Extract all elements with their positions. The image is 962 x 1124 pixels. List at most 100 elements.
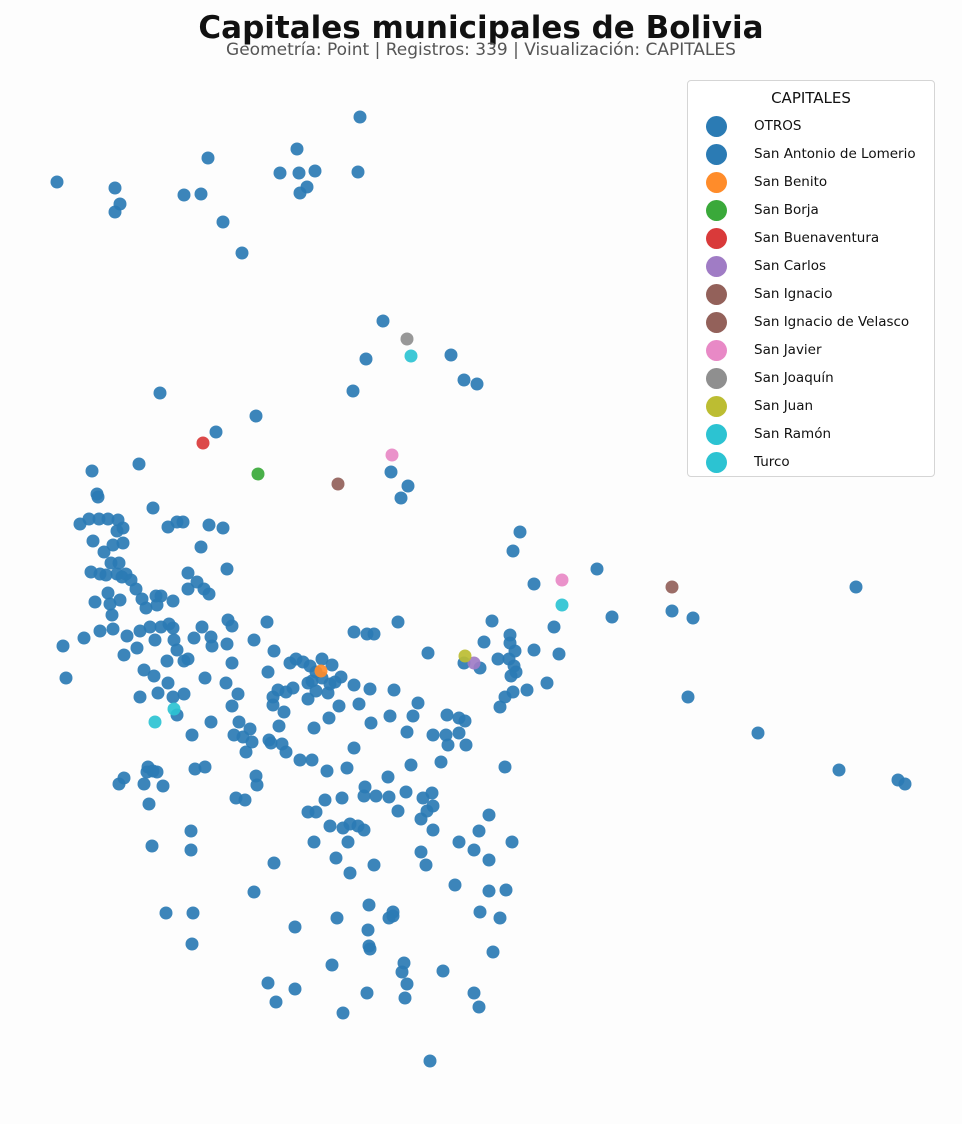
capital-point — [391, 804, 405, 818]
capital-point — [357, 789, 371, 803]
capital-point — [56, 639, 70, 653]
capital-point — [231, 687, 245, 701]
capital-point — [364, 716, 378, 730]
capital-point — [482, 884, 496, 898]
capital-point — [293, 753, 307, 767]
capital-point-highlight — [555, 598, 569, 612]
capital-point — [406, 709, 420, 723]
capital-point — [195, 620, 209, 634]
capital-point — [362, 898, 376, 912]
legend-marker-icon — [706, 115, 727, 137]
legend-item: San Javier — [706, 336, 822, 364]
capital-point — [267, 644, 281, 658]
capital-point — [205, 639, 219, 653]
capital-point — [202, 518, 216, 532]
capital-point — [120, 629, 134, 643]
capital-point — [369, 789, 383, 803]
capital-point — [849, 580, 863, 594]
capital-point — [391, 615, 405, 629]
capital-point — [360, 986, 374, 1000]
capital-point — [116, 536, 130, 550]
capital-point — [145, 839, 159, 853]
capital-point — [353, 110, 367, 124]
capital-point — [239, 745, 253, 759]
capital-point — [336, 1006, 350, 1020]
capital-point — [181, 566, 195, 580]
capital-point — [384, 465, 398, 479]
capital-point — [508, 644, 522, 658]
capital-point — [247, 633, 261, 647]
capital-point — [482, 853, 496, 867]
capital-point — [444, 348, 458, 362]
capital-point — [261, 665, 275, 679]
capital-point — [153, 386, 167, 400]
capital-point — [482, 808, 496, 822]
capital-point — [186, 906, 200, 920]
capital-point — [97, 545, 111, 559]
legend-label: OTROS — [754, 118, 802, 134]
capital-point — [751, 726, 765, 740]
capital-point — [426, 823, 440, 837]
capital-point — [225, 699, 239, 713]
legend-item: San Borja — [706, 196, 819, 224]
capital-point — [130, 641, 144, 655]
legend-label: San Borja — [754, 202, 819, 218]
capital-point — [133, 624, 147, 638]
capital-point — [177, 188, 191, 202]
capital-point — [82, 512, 96, 526]
capital-point — [665, 604, 679, 618]
capital-point — [264, 736, 278, 750]
capital-point — [88, 595, 102, 609]
capital-point — [101, 512, 115, 526]
capital-point — [452, 835, 466, 849]
capital-point — [142, 797, 156, 811]
capital-point — [423, 1054, 437, 1068]
capital-point — [452, 726, 466, 740]
capital-point — [148, 633, 162, 647]
capital-point — [439, 728, 453, 742]
legend-item: Turco — [706, 448, 790, 476]
capital-point — [491, 652, 505, 666]
legend-marker-icon — [706, 283, 727, 305]
capital-point — [166, 690, 180, 704]
capital-point — [340, 761, 354, 775]
capital-point — [441, 738, 455, 752]
capital-point — [216, 521, 230, 535]
capital-point-highlight — [404, 349, 418, 363]
capital-point — [269, 995, 283, 1009]
legend-item: San Joaquín — [706, 364, 834, 392]
capital-point — [184, 843, 198, 857]
capital-point — [505, 835, 519, 849]
legend-marker-icon — [706, 227, 727, 249]
capital-point — [177, 687, 191, 701]
capital-point-highlight — [665, 580, 679, 594]
legend-item: San Ignacio — [706, 280, 833, 308]
capital-point — [266, 698, 280, 712]
capital-point — [506, 544, 520, 558]
legend-label: San Juan — [754, 398, 814, 414]
capital-point — [477, 635, 491, 649]
capital-point — [347, 678, 361, 692]
capital-point — [279, 745, 293, 759]
capital-point — [150, 765, 164, 779]
capital-point — [540, 676, 554, 690]
capital-point — [161, 676, 175, 690]
legend-label: Turco — [754, 454, 790, 470]
capital-point — [335, 791, 349, 805]
capital-point-highlight — [400, 332, 414, 346]
legend-item: San Carlos — [706, 252, 826, 280]
capital-point — [329, 851, 343, 865]
legend-label: San Antonio de Lomerio — [754, 146, 916, 162]
capital-point — [201, 151, 215, 165]
capital-point — [202, 587, 216, 601]
legend-item: OTROS — [706, 112, 801, 140]
capital-point — [421, 646, 435, 660]
capital-point — [498, 690, 512, 704]
legend-item: San Ignacio de Velasco — [706, 308, 909, 336]
legend-marker-icon — [706, 255, 727, 277]
legend-item: San Juan — [706, 392, 813, 420]
capital-point — [101, 586, 115, 600]
capital-point — [318, 793, 332, 807]
capital-point — [108, 205, 122, 219]
capital-point — [184, 824, 198, 838]
